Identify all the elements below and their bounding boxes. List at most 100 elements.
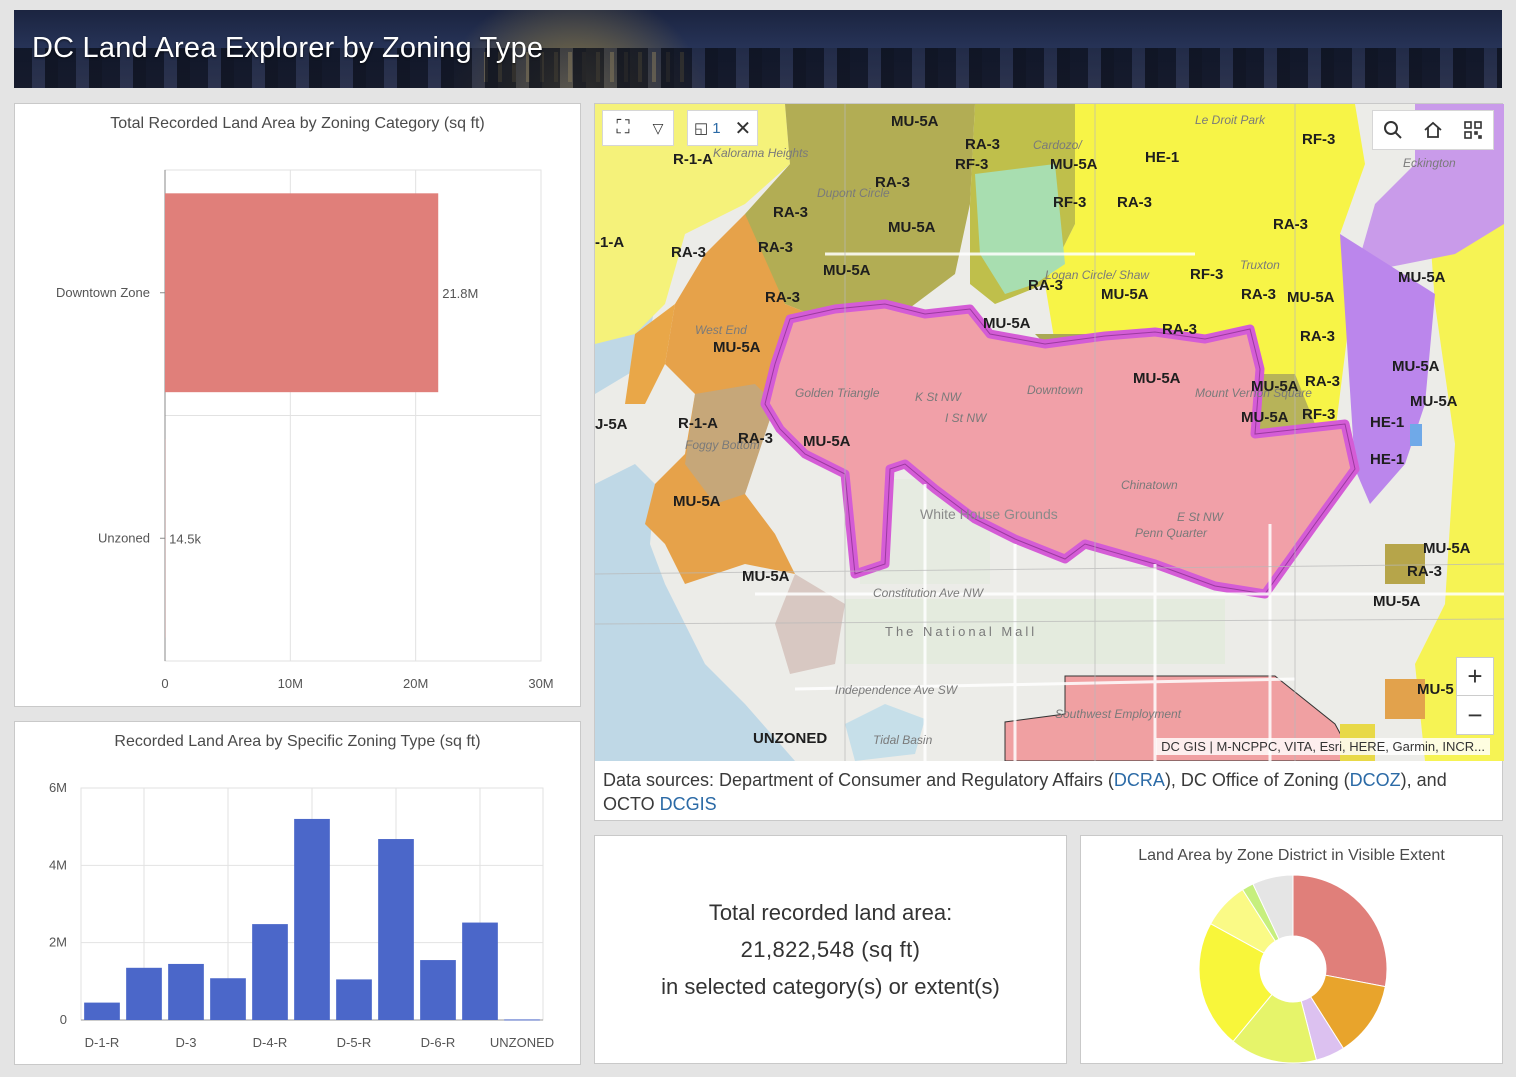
zone-label-unzoned: UNZONED [753, 730, 827, 747]
total-value: 21,822,548 (sq ft) [740, 937, 921, 962]
pie-slice [1252, 874, 1294, 940]
map-label-truxton: Truxton [1240, 258, 1280, 272]
dcra-link[interactable]: DCRA [1113, 770, 1165, 790]
zone-label: MU-5A [1050, 156, 1098, 173]
map-attribution[interactable]: DC GIS | M-NCPPC, VITA, Esri, HERE, Garm… [1156, 738, 1490, 755]
zone-label: RA-3 [1162, 321, 1197, 338]
map-label-downtown: Downtown [1027, 383, 1083, 397]
zone-label: HE-1 [1370, 414, 1404, 431]
search-icon[interactable] [1373, 112, 1413, 148]
zone-label: HE-1 [1145, 149, 1179, 166]
x-tick-label: D-1-R [85, 1035, 120, 1050]
zone-label: MU-5A [1241, 409, 1289, 426]
x-tick-label: D-5-R [337, 1035, 372, 1050]
x-tick-label: D-6-R [421, 1035, 456, 1050]
zone-label: MU-5A [1373, 593, 1421, 610]
map-label-e-st: E St NW [1177, 510, 1225, 524]
zone-label: MU-5A [1392, 358, 1440, 375]
map-label-tidal-basin: Tidal Basin [873, 733, 933, 747]
bar [504, 1019, 540, 1021]
map-label-foggy: Foggy Bottom [685, 438, 760, 452]
zone-label: RF-3 [1053, 194, 1086, 211]
app-title: DC Land Area Explorer by Zoning Type [32, 32, 544, 64]
zoom-in-button[interactable]: + [1457, 658, 1493, 696]
y-tick-label: Unzoned [98, 530, 150, 545]
total-land-area-text: Total recorded land area: 21,822,548 (sq… [595, 894, 1066, 1005]
zone-district-pie-title: Land Area by Zone District in Visible Ex… [1138, 847, 1445, 864]
select-tool-icon[interactable]: ⛶ [616, 117, 630, 138]
data-label: 14.5k [169, 531, 201, 546]
dcgis-link[interactable]: DCGIS [659, 794, 717, 814]
map-select-toolbar: ⛶ ▽ [602, 110, 674, 146]
y-tick-label: Downtown Zone [56, 285, 150, 300]
zoning-map[interactable]: Kalorama Heights Dupont Circle Logan Cir… [595, 104, 1504, 761]
data-label: 21.8M [442, 286, 478, 301]
bar [252, 924, 288, 1020]
zone-label: RA-3 [1117, 194, 1152, 211]
map-label-mount-vernon: Mount Vernon Square [1195, 386, 1312, 400]
zone-label: RA-3 [875, 174, 910, 191]
chevron-down-icon[interactable]: ▽ [652, 119, 664, 136]
x-tick-label: D-4-R [253, 1035, 288, 1050]
bar [126, 967, 162, 1020]
y-tick-label: 6M [49, 780, 67, 795]
zone-label: MU-5A [1423, 540, 1471, 557]
qr-code-icon[interactable] [1453, 112, 1493, 148]
zoom-control: + − [1456, 657, 1494, 735]
specific-zoning-chart-title: Recorded Land Area by Specific Zoning Ty… [114, 733, 481, 750]
map-label-eckington: Eckington [1403, 156, 1456, 170]
zoning-category-chart: 0 10M 20M 30M Downtown Zone 21.8M Unzoned 14.5k [56, 169, 554, 691]
selection-count: 1 [712, 119, 721, 137]
specific-zoning-chart-panel: Recorded Land Area by Specific Zoning Ty… [14, 721, 581, 1065]
zone-label: MU-5A [891, 113, 939, 130]
map-label-white-house: White House Grounds [920, 506, 1058, 522]
map-label-k-st: K St NW [915, 390, 963, 404]
x-tick-label: D-3 [176, 1035, 197, 1050]
zone-label: RA-3 [1407, 563, 1442, 580]
zone-label: RA-3 [765, 289, 800, 306]
zone-label: MU-5A [823, 262, 871, 279]
zone-label: RF-3 [1190, 266, 1223, 283]
zone-district-pie-chart [1198, 874, 1388, 1064]
y-tick-label: 4M [49, 857, 67, 872]
map-panel: Kalorama Heights Dupont Circle Logan Cir… [594, 103, 1504, 821]
zone-label: RA-3 [1273, 216, 1308, 233]
zone-label: HE-1 [1370, 451, 1404, 468]
zone-label: RA-3 [965, 136, 1000, 153]
zone-label: -1-A [595, 234, 624, 251]
map-label-independence: Independence Ave SW [835, 683, 959, 697]
zone-label: MU-5A [1251, 378, 1299, 395]
zone-label: MU-5A [888, 219, 936, 236]
clear-selection-close-icon[interactable]: ✕ [734, 117, 752, 140]
dcoz-link[interactable]: DCOZ [1349, 770, 1401, 790]
x-tick-label: 20M [403, 676, 428, 691]
sources-mid1: ), DC Office of Zoning ( [1164, 770, 1350, 790]
map-label-chinatown: Chinatown [1121, 478, 1178, 492]
zone-label: RA-3 [1300, 328, 1335, 345]
x-tick-label: 0 [161, 676, 168, 691]
zone-label: RA-3 [1241, 286, 1276, 303]
total-label: Total recorded land area: [708, 900, 953, 925]
map-label-i-st: I St NW [945, 411, 988, 425]
zone-label: MU-5 [1417, 681, 1454, 698]
home-icon[interactable] [1413, 112, 1453, 148]
map-label-national-mall: The National Mall [885, 624, 1037, 639]
zone-label: RF-3 [955, 156, 988, 173]
sources-prefix: Data sources: Department of Consumer and… [603, 770, 1114, 790]
zone-label: MU-5A [1287, 289, 1335, 306]
zone-label: MU-5A [1398, 269, 1446, 286]
map-label-constitution: Constitution Ave NW [873, 586, 985, 600]
selection-count-toolbar: ◱ 1 ✕ [687, 110, 759, 146]
zoom-out-button[interactable]: − [1467, 699, 1483, 730]
zone-label: RA-3 [773, 204, 808, 221]
map-label-le-droit: Le Droit Park [1195, 113, 1266, 127]
zone-label: RA-3 [671, 244, 706, 261]
map-label-cardozo: Cardozo/ [1033, 138, 1083, 152]
zone-label: MU-5A [1101, 286, 1149, 303]
map-label-penn-quarter: Penn Quarter [1135, 526, 1208, 540]
zoning-map-canvas: Kalorama Heights Dupont Circle Logan Cir… [595, 104, 1504, 761]
layer-selection-icon[interactable]: ◱ [694, 120, 709, 137]
pie-slice [1198, 923, 1273, 1043]
zone-label: R-1-A [673, 151, 713, 168]
bar [294, 818, 330, 1020]
